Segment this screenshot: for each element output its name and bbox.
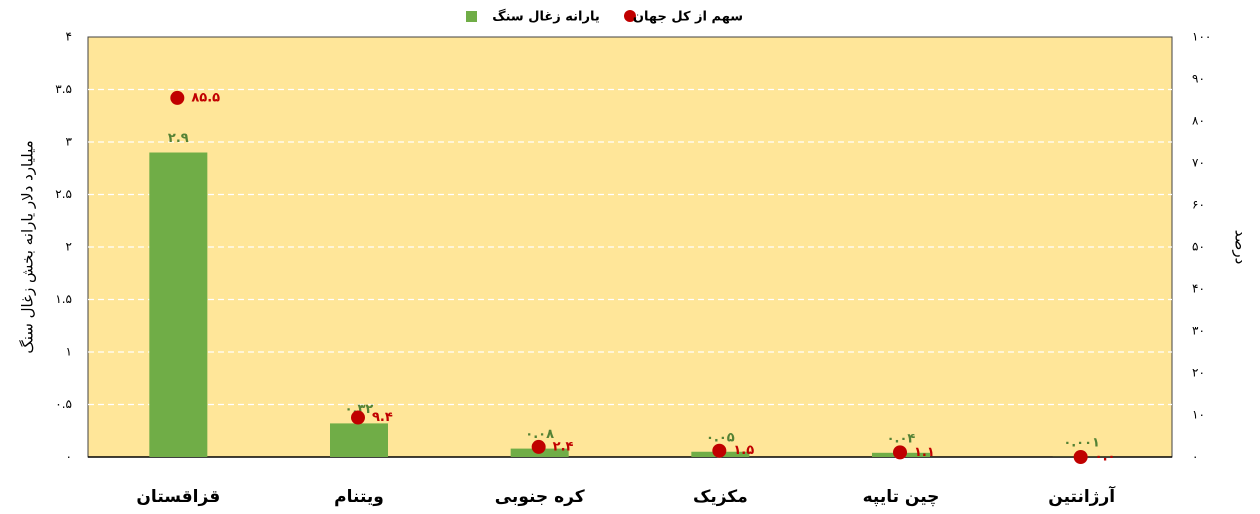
x-tick-label: آرژانتین <box>1048 485 1116 507</box>
bar-value-label: ۰.۰۰۱ <box>1063 435 1100 450</box>
dot-value-label: ۰.۰ <box>1095 450 1116 465</box>
dot <box>893 445 907 460</box>
dot <box>712 443 727 458</box>
dot-value-label: ۹.۴ <box>372 410 393 425</box>
dot-value-label: ۱.۱ <box>914 445 935 460</box>
y2-tick-label: ۷۰ <box>1192 156 1205 170</box>
bar <box>149 152 208 457</box>
bar-value-label: ۰.۰۴ <box>887 431 916 446</box>
bar-value-label: ۲.۹ <box>168 131 189 146</box>
y2-axis-label: درصد <box>1232 230 1250 265</box>
y-tick-label: ۳ <box>66 135 73 149</box>
legend-label: سهم از کل جهان <box>633 10 743 25</box>
y2-tick-label: ۶۰ <box>1192 198 1205 212</box>
y-tick-label: ۳.۵ <box>55 82 72 96</box>
y2-tick-label: ۲۰ <box>1192 366 1205 380</box>
y-tick-label: ۴ <box>66 30 72 44</box>
y2-tick-label: ۳۰ <box>1192 324 1205 338</box>
bar-value-label: ۰.۳۲ <box>345 402 374 417</box>
x-tick-label: چین تایپه <box>863 487 940 507</box>
y-axis-label: میلیارد دلار یارانه بخش زغال سنگ <box>19 140 37 353</box>
x-tick-label: مکزیک <box>693 487 748 507</box>
y-tick-label: ۱.۵ <box>55 292 72 306</box>
bar-value-label: ۰.۰۵ <box>706 430 735 445</box>
x-tick-label: کره جنوبی <box>495 487 585 507</box>
dot <box>531 439 546 454</box>
y2-tick-label: ۱۰ <box>1192 408 1205 422</box>
y2-tick-label: ۵۰ <box>1192 240 1205 254</box>
dot <box>170 90 185 105</box>
legend-swatch <box>624 10 636 22</box>
legend-label: یارانه زغال سنگ <box>492 9 599 25</box>
bar-value-label: ۰.۰۸ <box>525 427 554 442</box>
y2-tick-label: ۱۰۰ <box>1192 30 1211 44</box>
y-tick-label: ۲ <box>66 240 72 254</box>
dot-value-label: ۲.۴ <box>553 439 574 454</box>
x-tick-label: ویتنام <box>334 487 384 507</box>
y2-tick-label: ۰ <box>1192 450 1198 464</box>
y2-tick-label: ۸۰ <box>1192 114 1205 128</box>
dot-value-label: ۱.۵ <box>733 443 754 458</box>
y-tick-label: ۲.۵ <box>55 187 72 201</box>
dot <box>1073 450 1088 464</box>
legend-swatch <box>466 11 477 22</box>
y-tick-label: ۰ <box>66 450 72 464</box>
x-tick-label: قزاقستان <box>136 487 220 507</box>
y-tick-label: ۰.۵ <box>55 397 72 411</box>
y2-tick-label: ۴۰ <box>1192 282 1205 296</box>
y-tick-label: ۱ <box>66 345 72 359</box>
dot-value-label: ۸۵.۵ <box>191 90 220 105</box>
bar <box>330 423 388 457</box>
y2-tick-label: ۹۰ <box>1192 72 1205 86</box>
dot <box>351 410 365 425</box>
